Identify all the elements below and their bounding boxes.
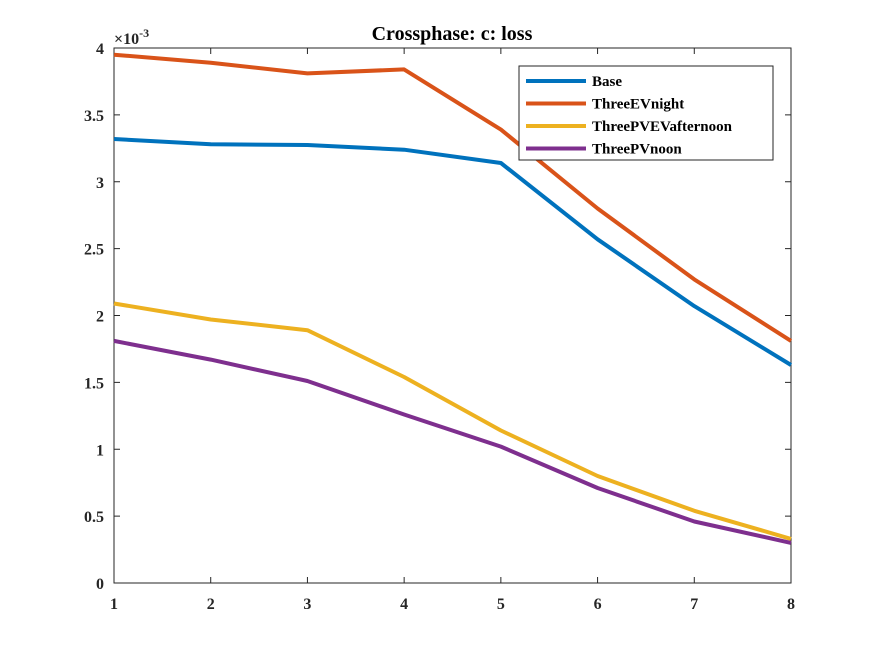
legend-label-threepvnoon: ThreePVnoon	[592, 142, 682, 158]
series-line-threepvevafternoon	[113, 301, 792, 541]
x-tick-label: 7	[690, 596, 698, 613]
y-tick-label: 2	[96, 309, 104, 326]
legend: Base ThreeEVnight ThreePVEVafternoon ThreeP…	[518, 65, 774, 161]
x-tick-label: 4	[400, 596, 408, 613]
y-exponent-base: ×10	[114, 31, 139, 48]
series-line-threeevnight	[113, 52, 793, 343]
y-axis-exponent: ×10-3	[114, 26, 149, 48]
x-tick-label: 3	[303, 596, 311, 613]
series-line-base	[113, 137, 793, 367]
x-tick-label: 2	[207, 596, 215, 613]
series-line-threepvnoon	[113, 338, 792, 545]
y-exponent-power: -3	[139, 26, 149, 40]
y-tick-label: 1.5	[84, 375, 104, 392]
legend-label-threeevnight: ThreeEVnight	[592, 97, 684, 113]
y-tick-label: 4	[96, 41, 104, 58]
y-tick-label: 3.5	[84, 108, 104, 125]
legend-label-base: Base	[592, 74, 622, 90]
svg-text:×10-3: ×10-3	[114, 26, 149, 48]
chart-title: Crossphase: c: loss	[372, 23, 533, 45]
x-tick-label: 1	[110, 596, 118, 613]
y-tick-label: 1	[96, 442, 104, 459]
x-tick-label: 5	[497, 596, 505, 613]
y-tick-label: 3	[96, 175, 104, 192]
y-tick-label: 0	[96, 576, 104, 593]
y-tick-label: 0.5	[84, 509, 104, 526]
y-tick-label: 2.5	[84, 242, 104, 259]
x-tick-label: 6	[594, 596, 602, 613]
legend-label-threepvevafternoon: ThreePVEVafternoon	[592, 119, 733, 135]
x-tick-label: 8	[787, 596, 795, 613]
